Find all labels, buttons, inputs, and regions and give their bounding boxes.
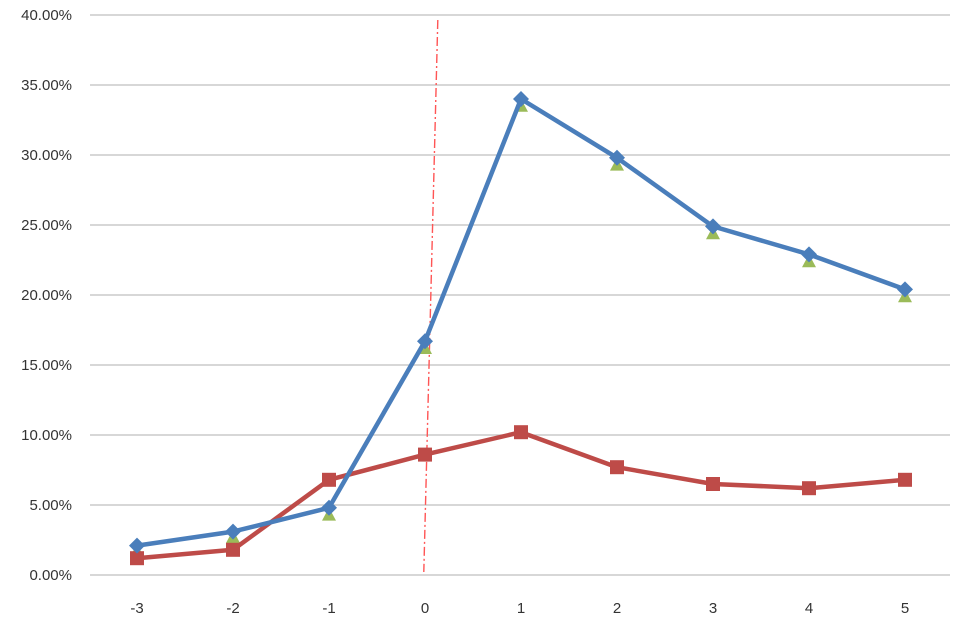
- point-marker-square: [130, 551, 144, 566]
- point-marker-square: [226, 542, 240, 557]
- x-axis-tick-labels: -3 -2 -1 0 1 2 3 4 5: [130, 600, 909, 617]
- gridlines: [90, 14, 950, 576]
- point-marker-square: [610, 460, 624, 475]
- point-marker-square: [898, 472, 912, 487]
- y-tick-label: 25.00%: [21, 217, 72, 234]
- x-tick-label: 5: [901, 600, 909, 617]
- point-marker-square: [418, 447, 432, 462]
- x-tick-label: -1: [322, 600, 335, 617]
- point-marker-diamond: [801, 246, 817, 263]
- point-marker-diamond: [225, 523, 241, 540]
- point-marker-diamond: [417, 333, 433, 350]
- x-tick-label: -2: [226, 600, 239, 617]
- series-line-square: [134, 429, 908, 561]
- point-marker-square: [802, 481, 816, 496]
- y-tick-label: 35.00%: [21, 77, 72, 94]
- y-tick-label: 40.00%: [21, 7, 72, 24]
- x-tick-label: 0: [421, 600, 429, 617]
- y-axis-tick-labels: 0.00% 5.00% 10.00% 15.00% 20.00% 25.00% 30.00%…: [21, 7, 72, 584]
- x-tick-label: -3: [130, 600, 143, 617]
- y-tick-label: 15.00%: [21, 357, 72, 374]
- point-marker-diamond: [129, 537, 145, 554]
- point-marker-diamond: [705, 218, 721, 235]
- point-marker-diamond: [609, 149, 625, 166]
- point-marker-square: [514, 425, 528, 440]
- series-square: [130, 425, 912, 566]
- y-tick-label: 0.00%: [29, 567, 72, 584]
- data-series: [129, 91, 913, 566]
- y-tick-label: 20.00%: [21, 287, 72, 304]
- point-marker-diamond: [321, 499, 337, 516]
- vertical-reference-line: [423, 19, 439, 573]
- annotations: [423, 19, 439, 573]
- point-marker-square: [322, 472, 336, 487]
- x-tick-label: 3: [709, 600, 717, 617]
- point-marker-square: [706, 477, 720, 491]
- y-tick-label: 5.00%: [29, 497, 72, 514]
- x-tick-label: 4: [805, 600, 813, 617]
- y-tick-label: 10.00%: [21, 427, 72, 444]
- x-tick-label: 1: [517, 600, 525, 617]
- series-diamond: [129, 91, 913, 554]
- y-tick-label: 30.00%: [21, 147, 72, 164]
- x-tick-label: 2: [613, 600, 621, 617]
- point-marker-diamond: [897, 281, 913, 298]
- series-line-diamond: [134, 96, 908, 548]
- point-marker-diamond: [513, 91, 529, 107]
